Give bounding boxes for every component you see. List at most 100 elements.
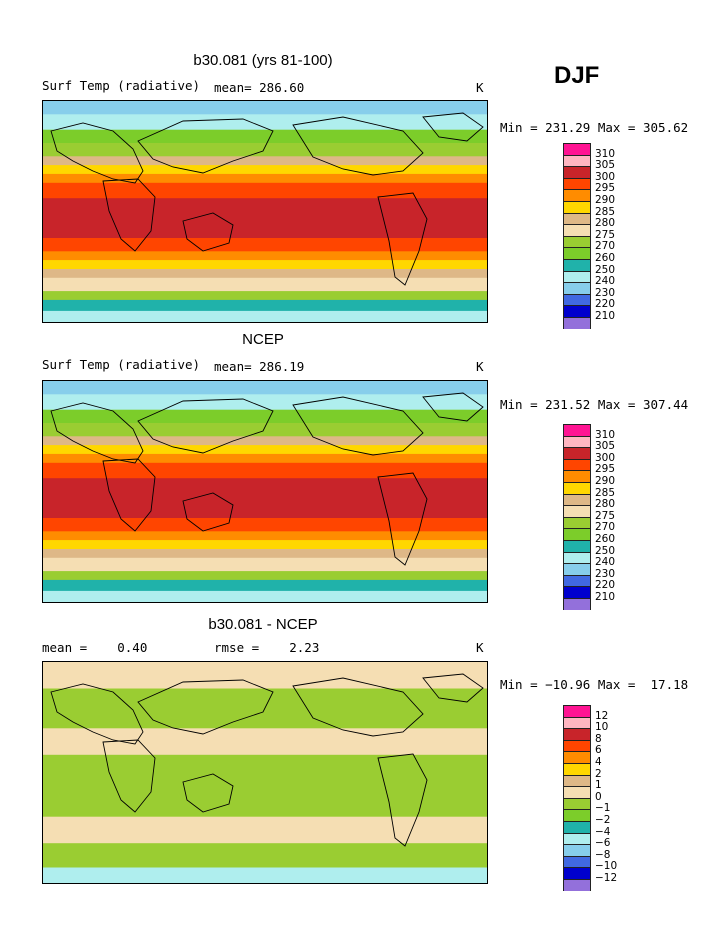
colorbar-swatch bbox=[563, 844, 591, 856]
colorbar-swatch bbox=[563, 820, 591, 833]
colorbar-swatch bbox=[563, 716, 591, 729]
panel-1-colorbar: 310 305 300 295 290 285 280 275 270 260 250 240 230 2… bbox=[563, 143, 615, 329]
panel-2-units: K bbox=[476, 359, 484, 374]
panel-3-minmax: Min = −10.96 Max = 17.18 bbox=[500, 677, 689, 692]
colorbar-label: −4 bbox=[595, 825, 611, 838]
coastline bbox=[422, 673, 484, 703]
colorbar-label: −1 bbox=[595, 802, 611, 815]
panel-3-title: b30.081 - NCEP bbox=[208, 616, 318, 633]
colorbar-label: 240 bbox=[595, 275, 616, 288]
contour-band bbox=[43, 101, 487, 115]
colorbar-swatch bbox=[563, 212, 591, 225]
coastline bbox=[422, 392, 484, 422]
contour-band bbox=[43, 662, 487, 689]
contour-band bbox=[43, 423, 487, 437]
colorbar-swatch bbox=[563, 258, 591, 271]
panel-3-colorbar: 12 10 8 6 4 2 1 0 −1 −2 −4 −6 −8 −10 −12 bbox=[563, 705, 617, 891]
contour-band bbox=[43, 291, 487, 301]
coastline bbox=[102, 739, 156, 813]
contour-band bbox=[43, 394, 487, 411]
colorbar-swatch bbox=[563, 470, 591, 482]
colorbar-label: 220 bbox=[595, 579, 616, 592]
colorbar-swatch bbox=[563, 293, 591, 306]
panel-3-rmse-label: rmse = 2.23 bbox=[214, 640, 320, 655]
colorbar-label: 6 bbox=[595, 744, 602, 757]
contour-band bbox=[43, 409, 487, 424]
colorbar-label: 4 bbox=[595, 756, 602, 768]
colorbar-swatch bbox=[563, 166, 591, 178]
colorbar-swatch bbox=[563, 282, 591, 294]
contour-band bbox=[43, 549, 487, 559]
colorbar-label: 305 bbox=[595, 159, 616, 172]
colorbar-label: 275 bbox=[595, 228, 616, 241]
coastline bbox=[137, 679, 274, 735]
contour-band bbox=[43, 754, 487, 818]
colorbar-swatch bbox=[563, 316, 591, 329]
colorbar-swatch bbox=[563, 447, 591, 459]
contour-band bbox=[43, 381, 487, 395]
colorbar-swatch bbox=[563, 200, 591, 213]
contour-band bbox=[43, 590, 487, 602]
colorbar-label: 280 bbox=[595, 498, 616, 511]
colorbar-swatch bbox=[563, 305, 591, 317]
colorbar-label: 0 bbox=[595, 790, 602, 803]
colorbar-label: 285 bbox=[595, 486, 616, 499]
colorbar-swatch bbox=[563, 878, 591, 891]
colorbar-swatch bbox=[563, 539, 591, 552]
colorbar-label: 270 bbox=[595, 240, 616, 253]
contour-band bbox=[43, 165, 487, 175]
panel-2-colorbar: 310 305 300 295 290 285 280 275 270 260 250 240 230 2… bbox=[563, 424, 615, 610]
panel-1-units: K bbox=[476, 80, 484, 95]
colorbar-label: 260 bbox=[595, 252, 616, 264]
colorbar-label: 300 bbox=[595, 451, 616, 464]
colorbar-label: 12 bbox=[595, 709, 609, 722]
contour-band bbox=[43, 557, 487, 572]
panel-3-units: K bbox=[476, 640, 484, 655]
colorbar-label: 230 bbox=[595, 567, 616, 580]
coastline bbox=[102, 458, 156, 532]
colorbar-swatch bbox=[563, 809, 591, 821]
panel-2-map bbox=[42, 380, 488, 603]
coastline bbox=[102, 178, 156, 252]
colorbar-label: −6 bbox=[595, 837, 611, 850]
colorbar-swatch bbox=[563, 505, 591, 517]
contour-band bbox=[43, 436, 487, 446]
contour-band bbox=[43, 198, 487, 239]
coastline bbox=[292, 677, 424, 737]
contour-band bbox=[43, 277, 487, 292]
colorbar-label: 1 bbox=[595, 779, 602, 792]
colorbar-label: 275 bbox=[595, 509, 616, 522]
colorbar-label: 305 bbox=[595, 440, 616, 453]
colorbar-swatch bbox=[563, 458, 591, 471]
contour-band bbox=[43, 182, 487, 199]
colorbar-label: −10 bbox=[595, 860, 618, 873]
panel-3-mean-label: mean = 0.40 bbox=[42, 640, 148, 655]
colorbar-label: 285 bbox=[595, 205, 616, 218]
contour-band bbox=[43, 114, 487, 131]
colorbar-label: 250 bbox=[595, 263, 616, 276]
panel-2-title: NCEP bbox=[242, 331, 284, 348]
coastline bbox=[50, 122, 144, 184]
contour-band bbox=[43, 540, 487, 550]
colorbar-label: 2 bbox=[595, 767, 602, 780]
panel-1-variable-label: Surf Temp (radiative) bbox=[42, 78, 201, 93]
contour-band bbox=[43, 129, 487, 144]
colorbar-swatch bbox=[563, 774, 591, 787]
colorbar-swatch bbox=[563, 154, 591, 167]
contour-band bbox=[43, 260, 487, 270]
colorbar-swatch bbox=[563, 435, 591, 448]
colorbar-label: 310 bbox=[595, 428, 616, 441]
contour-band bbox=[43, 269, 487, 279]
contour-band bbox=[43, 462, 487, 479]
colorbar-swatch bbox=[563, 528, 591, 540]
contour-band bbox=[43, 310, 487, 322]
panel-2-mean-label: mean= 286.19 bbox=[214, 359, 305, 374]
colorbar-swatch bbox=[563, 481, 591, 494]
panel-1-map bbox=[42, 100, 488, 323]
colorbar-swatch bbox=[563, 832, 591, 845]
coastline bbox=[292, 116, 424, 176]
colorbar-label: 295 bbox=[595, 463, 616, 476]
colorbar-label: 230 bbox=[595, 286, 616, 299]
colorbar-swatch bbox=[563, 143, 591, 155]
colorbar-label: 250 bbox=[595, 544, 616, 557]
